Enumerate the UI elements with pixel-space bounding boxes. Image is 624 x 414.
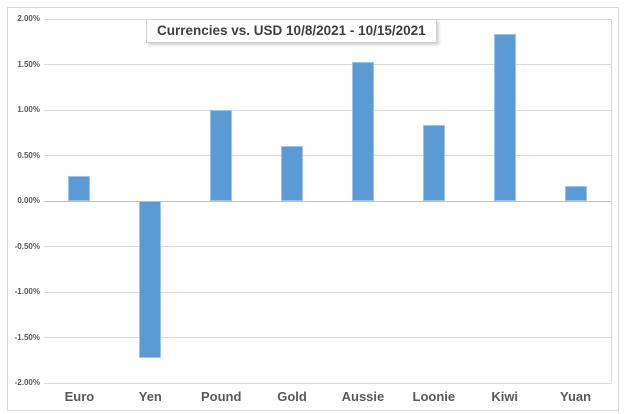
bar-yen [139, 201, 162, 359]
bar-gold [281, 146, 304, 201]
y-tick-label: 2.00% [17, 14, 40, 23]
y-tick-label: -0.50% [14, 241, 40, 251]
y-tick-label: 0.50% [17, 150, 40, 160]
gridline [44, 64, 611, 65]
bar-pound [210, 110, 233, 201]
gridline [44, 155, 611, 156]
y-tick-label: -1.50% [14, 332, 40, 342]
y-tick-label: 1.50% [17, 59, 40, 69]
x-category-label-aussie: Aussie [341, 389, 385, 404]
y-tick-label: 1.00% [17, 105, 40, 114]
x-category-label-gold: Gold [277, 389, 307, 404]
gridline [44, 337, 611, 338]
chart-title: Currencies vs. USD 10/8/2021 - 10/15/202… [146, 19, 437, 43]
bar-euro [68, 175, 91, 201]
zero-axis-line [44, 200, 611, 202]
y-tick-label: -2.00% [14, 378, 40, 387]
gridline [44, 109, 611, 111]
gridline [44, 382, 611, 384]
bar-yuan [564, 185, 587, 201]
gridline [44, 246, 611, 247]
plot-area [44, 18, 612, 384]
y-tick-label: 0.00% [17, 196, 40, 205]
x-category-label-yen: Yen [138, 389, 162, 404]
bar-aussie [351, 61, 374, 201]
x-category-label-yuan: Yuan [560, 389, 592, 404]
chart-container: 2.00% 1.50% 1.00% 0.50% 0.00% -0.50% -1.00% -1.… [7, 7, 619, 411]
chart-title-text: Currencies vs. USD 10/8/2021 - 10/15/202… [157, 23, 426, 38]
x-category-label-pound: Pound [200, 389, 242, 404]
bar-kiwi [493, 33, 516, 201]
gridline [44, 291, 611, 293]
x-category-label-loonie: Loonie [412, 389, 456, 404]
bar-loonie [422, 124, 445, 201]
x-category-label-kiwi: Kiwi [491, 389, 519, 404]
y-tick-label: -1.00% [14, 287, 40, 296]
x-category-label-euro: Euro [64, 389, 95, 404]
